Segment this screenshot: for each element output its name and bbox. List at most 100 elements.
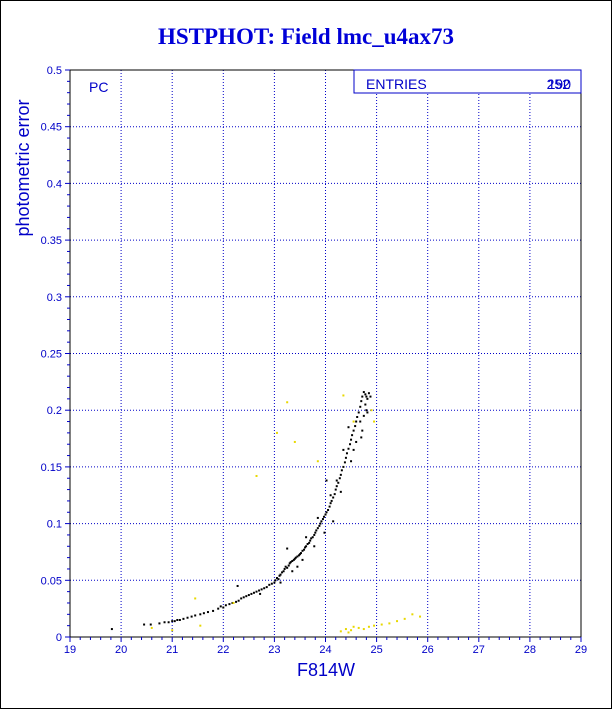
x-tick-label: 26 — [422, 644, 434, 656]
data-point-black — [260, 588, 263, 591]
data-point-black — [332, 520, 335, 523]
data-point-yellow — [373, 624, 376, 627]
data-point-yellow — [373, 420, 376, 423]
x-tick-label: 25 — [370, 644, 382, 656]
data-point-black — [334, 488, 337, 491]
data-point-black — [258, 589, 261, 592]
data-point-black — [252, 591, 255, 594]
data-point-black — [316, 516, 319, 519]
data-point-black — [335, 485, 338, 488]
data-point-black — [308, 541, 311, 544]
data-point-black — [359, 405, 362, 408]
y-tick-label: 0.4 — [47, 178, 62, 190]
data-point-yellow — [194, 597, 197, 600]
data-point-black — [333, 493, 336, 496]
data-point-black — [301, 558, 304, 561]
data-point-black — [236, 584, 239, 587]
data-point-yellow — [350, 629, 353, 632]
data-point-black — [291, 560, 294, 563]
data-point-black — [309, 539, 312, 542]
y-tick-label: 0.35 — [41, 235, 62, 247]
data-point-black — [273, 581, 276, 584]
grid — [70, 70, 581, 637]
data-point-black — [194, 614, 197, 617]
data-point-black — [245, 595, 248, 598]
data-point-black — [350, 460, 353, 463]
x-tick-label: 22 — [217, 644, 229, 656]
x-axis-title: F814W — [297, 660, 355, 680]
data-point-yellow — [255, 474, 258, 477]
x-tick-label: 23 — [268, 644, 280, 656]
data-point-black — [340, 469, 343, 472]
data-point-black — [163, 621, 166, 624]
data-point-black — [263, 587, 266, 590]
axis-ticks — [65, 69, 582, 642]
data-point-black — [362, 391, 365, 394]
data-point-yellow — [352, 625, 355, 628]
data-point-black — [354, 425, 357, 428]
data-point-black — [322, 515, 325, 518]
data-point-yellow — [411, 613, 414, 616]
data-point-black — [343, 461, 346, 464]
y-tick-label: 0.5 — [47, 65, 62, 77]
data-point-black — [349, 443, 352, 446]
data-point-black — [202, 612, 205, 615]
y-tick-label: 0.1 — [47, 519, 62, 531]
data-point-yellow — [316, 460, 319, 463]
data-point-yellow — [199, 624, 202, 627]
data-point-black — [324, 513, 327, 516]
data-point-yellow — [342, 394, 345, 397]
data-point-yellow — [171, 629, 174, 632]
data-point-black — [319, 522, 322, 525]
data-point-black — [288, 562, 291, 565]
data-point-black — [311, 536, 314, 539]
data-point-black — [224, 604, 227, 607]
data-point-black — [286, 566, 289, 569]
data-point-black — [350, 438, 353, 441]
x-tick-label: 29 — [575, 644, 587, 656]
data-point-black — [278, 574, 281, 577]
data-point-yellow — [357, 626, 360, 629]
data-point-black — [366, 411, 369, 414]
data-point-black — [327, 508, 330, 511]
y-tick-label: 0.3 — [47, 292, 62, 304]
data-point-black — [342, 448, 345, 451]
data-point-black — [286, 547, 289, 550]
x-tick-label: 24 — [319, 644, 331, 656]
stats-entries-label: ENTRIES — [366, 76, 427, 92]
data-point-black — [274, 579, 277, 582]
data-point-yellow — [344, 628, 347, 631]
data-point-black — [292, 558, 295, 561]
data-point-black — [318, 524, 321, 527]
data-point-black — [287, 564, 290, 567]
data-point-black — [313, 533, 316, 536]
data-point-yellow — [150, 626, 153, 629]
data-point-yellow — [293, 440, 296, 443]
data-point-black — [310, 537, 313, 540]
y-tick-label: 0.05 — [41, 575, 62, 587]
data-point-black — [347, 447, 350, 450]
data-point-black — [339, 473, 342, 476]
data-point-black — [173, 620, 176, 623]
data-point-black — [320, 520, 323, 523]
data-point-black — [275, 577, 278, 580]
stats-box: ENTRIES 190 252 — [353, 69, 582, 94]
data-point-black — [323, 531, 326, 534]
data-point-black — [299, 552, 302, 555]
data-point-black — [250, 592, 253, 595]
data-point-black — [362, 414, 365, 417]
data-point-black — [361, 429, 364, 432]
y-axis-title: photometric error — [13, 99, 33, 236]
data-point-black — [329, 502, 332, 505]
data-point-yellow — [362, 628, 365, 631]
data-point-black — [352, 448, 355, 451]
data-point-yellow — [367, 625, 370, 628]
data-point-black — [330, 499, 333, 502]
chart-title: HSTPHOT: Field lmc_u4ax73 — [157, 24, 455, 49]
data-point-black — [365, 395, 368, 398]
data-point-black — [110, 628, 113, 631]
data-point-black — [356, 416, 359, 419]
data-point-black — [171, 620, 174, 623]
data-point-black — [283, 567, 286, 570]
